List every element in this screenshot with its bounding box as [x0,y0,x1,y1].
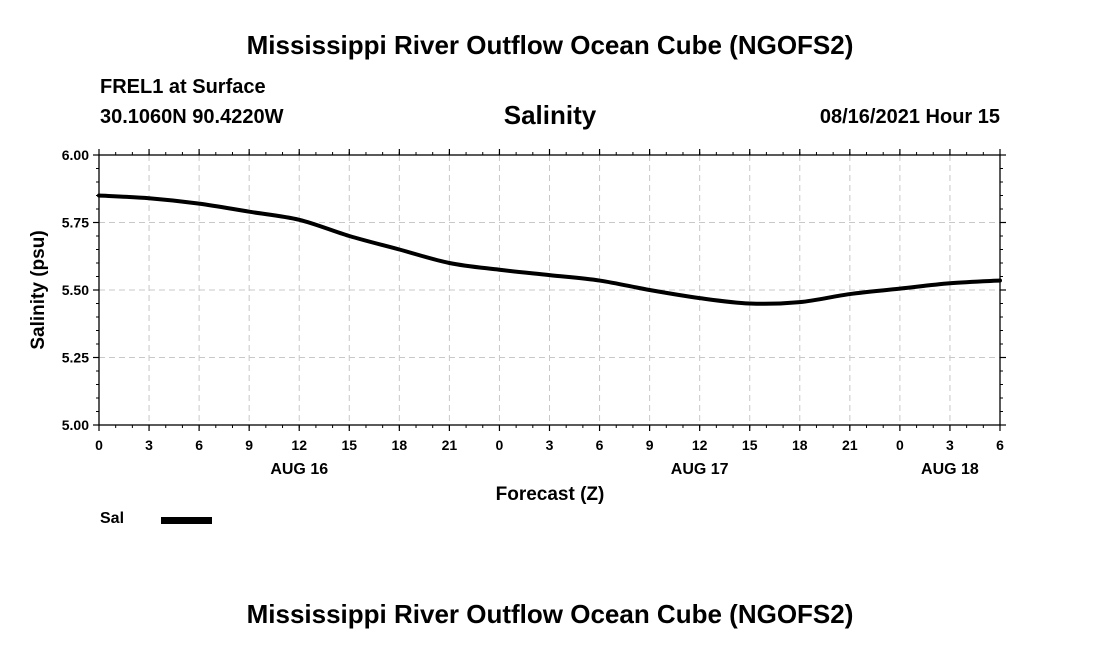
data-point [848,292,852,296]
x-axis-title: Forecast (Z) [496,484,605,505]
date-label: AUG 18 [921,461,979,478]
data-point [548,273,552,277]
x-tick-label: 3 [946,437,954,453]
grid-lines [99,155,1000,425]
station-label: FREL1 at Surface [100,76,266,98]
forecast-datetime: 08/16/2021 Hour 15 [819,106,1000,128]
x-tick-label: 12 [291,437,307,453]
date-label: AUG 16 [270,461,328,478]
chart-title: Mississippi River Outflow Ocean Cube (NG… [246,30,854,60]
data-point [397,248,401,252]
data-point [297,218,301,222]
y-tick-label: 6.00 [62,147,89,163]
x-tick-label: 3 [546,437,554,453]
x-tick-label: 6 [996,437,1004,453]
date-label: AUG 17 [671,461,729,478]
x-tick-label: 9 [646,437,654,453]
legend-line-swatch [161,517,212,524]
data-point [497,268,501,272]
series-line-sal [97,193,1002,306]
data-point [948,281,952,285]
x-tick-label: 15 [742,437,758,453]
data-point [197,202,201,206]
footer-title: Mississippi River Outflow Ocean Cube (NG… [246,599,854,629]
x-tick-labels: 0 3 6 9 12 15 18 21 0 3 6 9 12 15 18 21 0 3 6 [95,437,1004,453]
data-point [748,302,752,306]
y-tick-label: 5.25 [62,350,89,366]
data-point [898,287,902,291]
date-labels: AUG 16 AUG 17 AUG 18 [270,461,979,478]
data-point [648,288,652,292]
data-point [598,279,602,283]
legend-series-name: Sal [100,510,125,527]
x-tick-label: 0 [496,437,504,453]
data-point [447,261,451,265]
x-tick-label: 18 [392,437,408,453]
data-point [798,300,802,304]
y-axis-title: Salinity (psu) [28,230,49,349]
data-point [698,296,702,300]
x-tick-label: 9 [245,437,253,453]
y-tick-labels: 5.00 5.25 5.50 5.75 6.00 [62,147,89,433]
x-tick-label: 15 [341,437,357,453]
plot-frame [98,154,1001,426]
data-point [998,279,1002,283]
variable-title: Salinity [503,100,597,130]
x-tick-label: 0 [95,437,103,453]
x-tick-label: 6 [596,437,604,453]
data-point [97,194,101,198]
x-tick-label: 21 [842,437,858,453]
y-tick-label: 5.00 [62,417,89,433]
data-point [347,234,351,238]
x-tick-label: 6 [195,437,203,453]
x-tick-label: 0 [896,437,904,453]
station-coordinates: 30.1060N 90.4220W [100,106,284,128]
x-tick-label: 18 [792,437,808,453]
x-tick-label: 21 [442,437,458,453]
data-point [147,196,151,200]
y-tick-label: 5.50 [62,282,89,298]
y-tick-label: 5.75 [62,215,89,231]
data-point [247,210,251,214]
x-tick-label: 12 [692,437,708,453]
x-tick-label: 3 [145,437,153,453]
